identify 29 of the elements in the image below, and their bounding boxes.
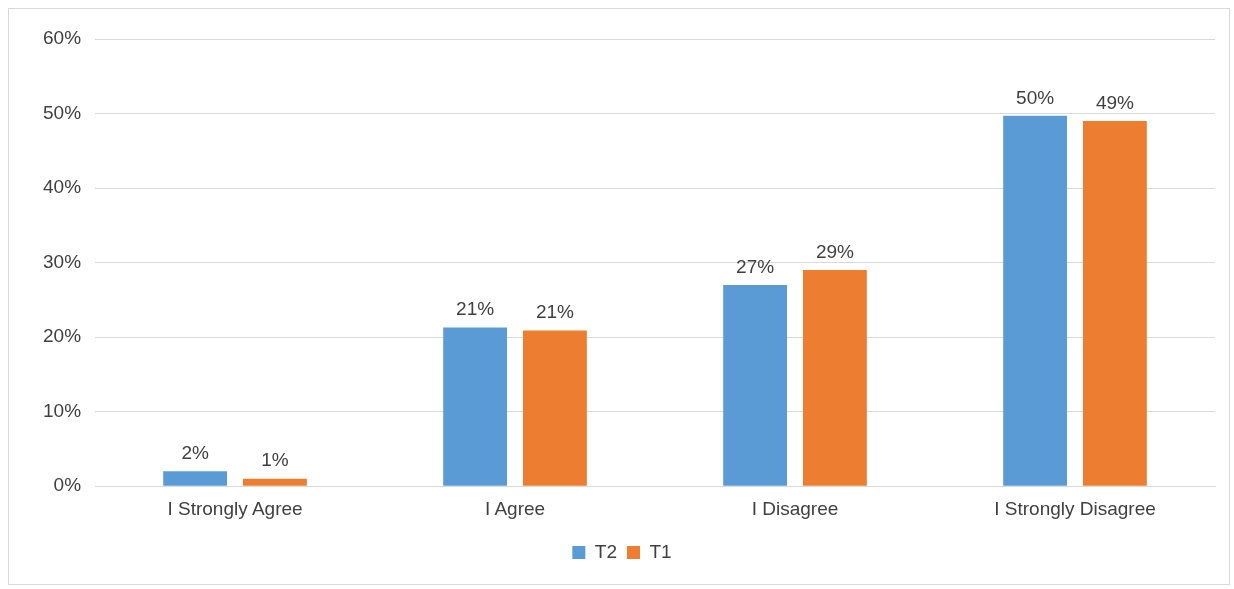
y-tick-label: 10% [43, 399, 82, 421]
bar [243, 478, 307, 486]
y-tick-label: 60% [43, 27, 82, 49]
x-tick-label: I Disagree [751, 497, 839, 519]
x-tick-label: I Strongly Disagree [994, 497, 1156, 519]
bar [523, 330, 587, 486]
data-label: 21% [456, 298, 495, 320]
y-tick-label: 0% [53, 474, 82, 496]
legend-label: T2 [594, 540, 618, 562]
bar [723, 284, 788, 486]
y-tick-label: 40% [43, 176, 82, 198]
bar [1003, 115, 1068, 486]
bar [1082, 120, 1147, 486]
y-tick-label: 20% [43, 325, 82, 347]
data-label: 29% [815, 240, 855, 262]
x-tick-label: I Agree [484, 497, 546, 519]
y-tick-label: 30% [43, 250, 82, 272]
bar [802, 270, 867, 486]
data-label: 49% [1095, 91, 1135, 113]
bar [443, 327, 508, 486]
data-label: 2% [181, 442, 209, 464]
data-label: 27% [736, 255, 775, 277]
y-tick-label: 50% [43, 101, 82, 123]
x-tick-label: I Strongly Agree [167, 497, 303, 519]
data-label: 21% [535, 301, 575, 323]
bar [163, 471, 228, 486]
data-label: 50% [1016, 86, 1055, 108]
legend-label: T1 [649, 540, 672, 562]
data-label: 1% [261, 449, 289, 471]
